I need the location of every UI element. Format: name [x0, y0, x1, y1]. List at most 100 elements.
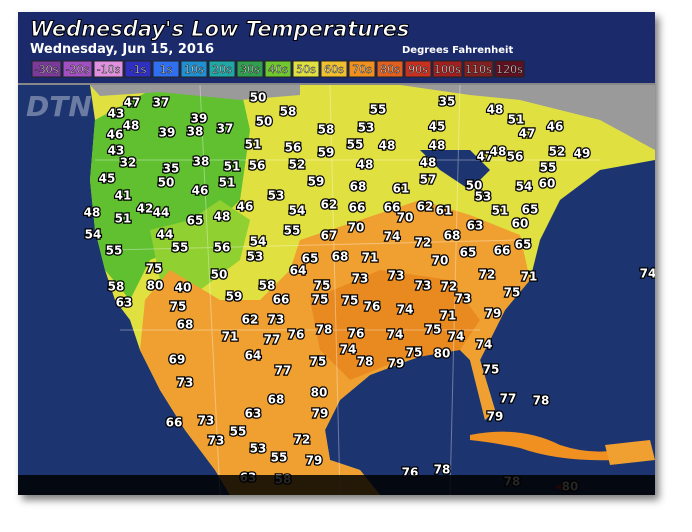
temperature-reading: 62 — [417, 200, 434, 214]
units: Degrees Fahrenheit — [402, 45, 513, 56]
temperature-reading: 60 — [539, 177, 556, 191]
legend-label: -10s — [97, 63, 121, 76]
temperature-reading: 68 — [350, 180, 367, 194]
temperature-reading: 75 — [310, 355, 327, 369]
temperature-reading: 46 — [192, 184, 209, 198]
temperature-reading: 73 — [455, 292, 472, 306]
temperature-reading: 54 — [85, 228, 102, 242]
temperature-reading: 58 — [259, 279, 276, 293]
temperature-reading: 50 — [466, 179, 483, 193]
legend-swatch — [208, 60, 236, 78]
temperature-reading: 48 — [123, 119, 140, 133]
legend-swatch — [93, 60, 124, 78]
legend-label: -30s — [35, 63, 59, 76]
temperature-reading: 74 — [340, 343, 357, 357]
temperature-reading: 76 — [288, 328, 305, 342]
legend-swatch — [348, 60, 376, 78]
temperature-reading: 48 — [357, 158, 374, 172]
cuba — [470, 431, 620, 461]
logo: DTN — [26, 90, 92, 123]
temperature-reading: 59 — [318, 146, 335, 160]
temperature-reading: 73 — [415, 279, 432, 293]
temperature-reading: 59 — [308, 175, 325, 189]
temperature-reading: 50 — [250, 91, 267, 105]
temperature-reading: 48 — [379, 139, 396, 153]
lakes — [420, 150, 490, 190]
temperature-reading: 50 — [211, 268, 228, 282]
temperature-reading: 61 — [393, 182, 410, 196]
legend-swatch — [463, 60, 494, 78]
temperature-reading: 41 — [115, 189, 132, 203]
temperature-reading: 71 — [362, 251, 379, 265]
temperature-reading: 44 — [157, 228, 174, 242]
temperature-reading: 38 — [187, 125, 204, 139]
temperature-reading: 53 — [247, 250, 264, 264]
temperature-reading: 72 — [479, 268, 496, 282]
temperature-reading: 56 — [285, 141, 302, 155]
temperature-reading: 40 — [175, 281, 192, 295]
temperature-reading: 73 — [208, 434, 225, 448]
temperature-reading: 64 — [290, 264, 307, 278]
temperature-reading: 51 — [245, 138, 262, 152]
legend-swatch — [264, 60, 292, 78]
temperature-reading: 65 — [302, 252, 319, 266]
temperature-reading: 47 — [477, 150, 494, 164]
temperature-reading: 68 — [268, 393, 285, 407]
temperature-reading: 39 — [159, 126, 176, 140]
temperature-reading: 56 — [507, 150, 524, 164]
legend-label: -1s — [130, 63, 147, 76]
temperature-reading: 46 — [237, 200, 254, 214]
legend-label: 10s — [184, 63, 204, 76]
temperature-reading: 80 — [434, 347, 451, 361]
temperature-reading: 75 — [406, 346, 423, 360]
temperature-reading: 72 — [441, 280, 458, 294]
temperature-reading: 66 — [273, 293, 290, 307]
temperature-reading: 53 — [250, 442, 267, 456]
temperature-reading: 45 — [99, 172, 116, 186]
temperature-reading: 71 — [521, 270, 538, 284]
legend-label: 50s — [296, 63, 316, 76]
legend-swatch — [320, 60, 348, 78]
legend-swatch — [236, 60, 264, 78]
temperature-reading: 74 — [476, 338, 493, 352]
temperature-reading: 73 — [177, 376, 194, 390]
temperature-reading: 63 — [245, 407, 262, 421]
temperature-reading: 79 — [485, 307, 502, 321]
canada — [90, 85, 300, 100]
temperature-reading: 76 — [348, 327, 365, 341]
temperature-reading: 55 — [106, 244, 123, 258]
temperature-reading: 59 — [226, 290, 243, 304]
temperature-reading: 78 — [533, 394, 550, 408]
temperature-reading: 35 — [439, 95, 456, 109]
temperature-reading: 51 — [492, 204, 509, 218]
temperature-reading: 66 — [384, 201, 401, 215]
legend-swatch — [62, 60, 93, 78]
temperature-reading: 51 — [115, 212, 132, 226]
temperature-reading: 65 — [187, 214, 204, 228]
temperature-reading: 49 — [574, 147, 591, 161]
legend-swatch — [292, 60, 320, 78]
warm-region — [310, 270, 480, 380]
legend-swatch — [124, 60, 152, 78]
temperature-reading: 58 — [108, 280, 125, 294]
temperature-reading: 52 — [549, 145, 566, 159]
legend-swatch — [432, 60, 463, 78]
temperature-reading: 53 — [475, 190, 492, 204]
temperature-reading: 78 — [357, 355, 374, 369]
temperature-reading: 46 — [547, 120, 564, 134]
temperature-reading: 51 — [508, 113, 525, 127]
temperature-reading: 48 — [84, 206, 101, 220]
temperature-reading: 75 — [312, 293, 329, 307]
temperature-reading: 65 — [522, 203, 539, 217]
temperature-reading: 56 — [214, 241, 231, 255]
temperature-reading: 66 — [349, 201, 366, 215]
temperature-reading: 75 — [170, 300, 187, 314]
temperature-reading: 75 — [314, 279, 331, 293]
temperature-reading: 32 — [120, 156, 137, 170]
temperature-reading: 50 — [158, 176, 175, 190]
temperature-reading: 48 — [420, 156, 437, 170]
temperature-reading: 67 — [321, 229, 338, 243]
